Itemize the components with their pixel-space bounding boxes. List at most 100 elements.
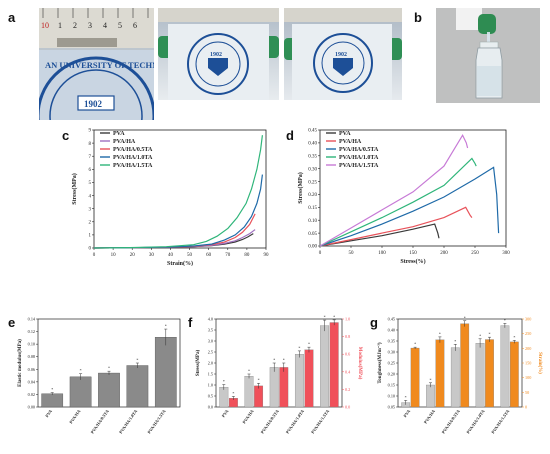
significance-marker: *	[454, 339, 456, 344]
y-tick-label: 0.20	[388, 372, 395, 377]
legend-label: PVA/HA	[339, 139, 362, 145]
chart-d-stress-strain: 0 50 100 150 200 250 300 0.00 0.05 0.10 0.15 0.20 0.…	[297, 129, 510, 265]
ruler-number: 1	[58, 21, 62, 30]
significance-marker: *	[248, 369, 250, 374]
bar-left	[450, 347, 460, 408]
category-label: PVA/HA/0.5TA	[441, 408, 462, 435]
y-tick-label: 0.35	[308, 154, 317, 159]
x-tick-label: 250	[471, 251, 479, 256]
bar-left	[244, 376, 254, 408]
bar-left	[294, 354, 304, 408]
significance-marker: *	[439, 331, 441, 336]
x-axis-label: Strain(%)	[167, 260, 193, 266]
significance-marker: *	[51, 387, 53, 392]
category-label: PVA	[44, 408, 53, 418]
ruler-number: 3	[88, 21, 92, 30]
y-tick-label: 0.00	[28, 405, 35, 410]
y-right-tick-label: 0.8	[345, 334, 350, 339]
y-right-axis-label: Strain(%)	[537, 352, 542, 374]
y-tick-label: 1.0	[208, 383, 213, 388]
seal-year: 1902	[84, 99, 103, 109]
y-tick-label: 0.30	[308, 167, 317, 172]
x-tick-label: 90	[264, 253, 270, 258]
y-axis-label: Toughness(MJm⁻³)	[377, 342, 383, 384]
bar	[69, 376, 92, 408]
bar-right	[254, 385, 264, 408]
ruler-number: 2	[73, 21, 77, 30]
bar-left	[320, 325, 330, 408]
category-label: PVA/HA	[68, 408, 82, 425]
bar-left	[500, 325, 510, 408]
glove-hand	[478, 14, 496, 34]
y-tick-label: 2	[89, 220, 92, 225]
x-tick-label: 200	[440, 251, 448, 256]
bar-right	[509, 341, 519, 408]
plot-frame	[93, 129, 267, 249]
bar-right	[460, 323, 470, 408]
ruler-number: 6	[133, 21, 137, 30]
bar	[154, 337, 177, 408]
category-label: PVA/HA/1.0TA	[465, 408, 486, 435]
x-tick-label: 80	[244, 253, 250, 258]
y-tick-label: 0.12	[28, 329, 35, 334]
series-line-pva-ha-1-5ta	[93, 135, 263, 249]
y-tick-label: 1.5	[208, 372, 213, 377]
bar-right	[435, 339, 445, 408]
legend-label: PVA/HA/1.0TA	[113, 155, 153, 161]
y-axis-label: Stress(MPa)	[196, 350, 201, 377]
bar-right	[329, 322, 339, 408]
legend-label: PVA/HA/1.0TA	[339, 155, 379, 161]
y-right-tick-label: 150	[525, 361, 531, 366]
significance-marker: *	[324, 315, 326, 320]
y-right-tick-label: 0.0	[345, 405, 350, 410]
photo-film-stretched-2: 1902	[284, 8, 402, 100]
y-tick-label: 0.40	[308, 142, 317, 147]
y-tick-label: 4.0	[208, 317, 213, 322]
category-label: PVA	[221, 408, 230, 418]
university-seal	[313, 33, 373, 93]
y-tick-label: 0.0	[208, 405, 213, 410]
x-tick-label: 0	[319, 251, 322, 256]
significance-marker: *	[258, 378, 260, 383]
y-right-tick-label: 250	[525, 331, 531, 336]
significance-marker: *	[136, 358, 138, 363]
bar-left	[219, 387, 229, 408]
x-tick-label: 60	[206, 253, 212, 258]
y-right-axis-label: Modulus(MPa)	[357, 347, 362, 380]
university-seal	[39, 56, 154, 120]
series-line-pva-ha	[319, 206, 473, 247]
bar-right	[279, 367, 289, 408]
y-tick-label: 0.35	[388, 339, 395, 344]
bar-right	[304, 349, 314, 408]
significance-marker: *	[504, 318, 506, 323]
y-tick-label: 2.0	[208, 361, 213, 366]
significance-marker: *	[283, 358, 285, 363]
y-tick-label: 0.45	[308, 129, 317, 134]
y-tick-label: 0.14	[28, 317, 36, 322]
y-tick-label: 0.40	[388, 328, 395, 333]
film-strip	[57, 38, 117, 47]
ruler-number: 4	[103, 21, 107, 30]
significance-marker: *	[333, 315, 335, 319]
significance-marker: *	[429, 377, 431, 382]
y-right-tick-label: 0.4	[345, 369, 351, 374]
x-tick-label: 100	[378, 251, 386, 256]
ruler-number: 10	[41, 21, 49, 30]
significance-marker: *	[479, 333, 481, 338]
panel-letter-b: b	[414, 10, 422, 25]
panel-letter-c: c	[62, 128, 70, 143]
y-axis-label: Elastic modulus(MPa)	[18, 339, 23, 387]
x-tick-label: 0	[93, 253, 96, 258]
category-label: PVA/HA/0.5TA	[260, 408, 281, 435]
bar-right	[410, 347, 420, 408]
significance-marker: *	[223, 379, 225, 384]
category-label: PVA/HA/1.0TA	[118, 408, 139, 435]
legend-label: PVA/HA/1.5TA	[113, 163, 153, 169]
bar-left	[426, 384, 435, 408]
y-tick-label: 0.30	[388, 350, 395, 355]
legend-label: PVA/HA/1.5TA	[339, 163, 379, 169]
ruler-ticks	[42, 8, 149, 18]
legend-label: PVA/HA/0.5TA	[339, 147, 379, 153]
ruler-number: 5	[118, 21, 122, 30]
y-tick-label: 0.04	[28, 379, 36, 384]
